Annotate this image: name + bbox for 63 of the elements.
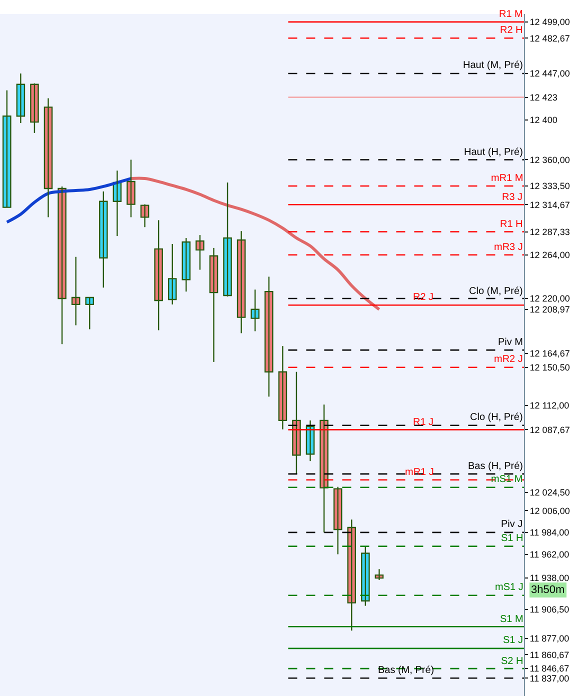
y-tick-label: 12 287,33 xyxy=(530,226,570,237)
y-tick-label: 12 482,67 xyxy=(530,33,570,44)
ref-line-label: Clo (H, Pré) xyxy=(470,412,523,423)
y-tick-label: 12 112,00 xyxy=(530,400,570,411)
ref-line-label: R1 J xyxy=(413,417,434,428)
ref-line-label: S1 M xyxy=(500,614,524,625)
ref-line-label: Haut (M, Pré) xyxy=(463,60,524,71)
y-tick-label: 12 024,50 xyxy=(530,487,570,498)
ref-line-label: mR1 J xyxy=(405,467,434,478)
candlestick xyxy=(126,159,136,218)
y-tick-label: 12 499,00 xyxy=(530,17,570,28)
ref-line-label: R2 H xyxy=(500,25,523,36)
ref-line-label: R3 J xyxy=(502,192,523,203)
candlestick xyxy=(196,234,204,270)
candlestick xyxy=(168,243,177,306)
ref-line-label: S2 H xyxy=(501,656,524,667)
candlestick xyxy=(2,90,12,208)
y-tick-label: 11 877,00 xyxy=(530,634,570,644)
y-tick-label: 12 423 xyxy=(530,92,558,102)
ref-line-label: R1 H xyxy=(500,219,523,230)
y-tick-label: 11 860,67 xyxy=(530,650,570,660)
y-tick-label: 12 314,67 xyxy=(530,200,570,210)
ref-line-label: mS1 M xyxy=(491,474,523,485)
candlestick xyxy=(223,182,232,298)
ref-line-label: Piv M xyxy=(498,337,523,348)
y-tick-label: 12 400 xyxy=(530,115,558,126)
y-tick-label: 12 164,67 xyxy=(530,348,570,358)
y-tick-label: 12 006,00 xyxy=(530,506,570,516)
y-tick-label: 12 333,50 xyxy=(530,181,570,192)
y-tick-label: 11 938,00 xyxy=(530,573,570,584)
candlestick xyxy=(85,296,94,330)
text: 3h50m xyxy=(531,584,565,596)
ref-line-label: Piv J xyxy=(501,519,523,530)
candlestick xyxy=(30,82,39,134)
y-tick-label: 12 208,97 xyxy=(530,304,570,315)
candlestick xyxy=(250,288,260,332)
ref-line-label: Clo (M, Pré) xyxy=(469,286,523,297)
ref-line-label: S1 H xyxy=(501,533,524,544)
y-tick-label: 11 906,50 xyxy=(530,604,570,614)
ref-line-label: S1 J xyxy=(503,635,524,646)
ref-line-label: mR2 J xyxy=(494,354,523,365)
line-series xyxy=(130,176,381,311)
ref-line-label: Bas (M, Pré) xyxy=(378,665,434,676)
y-tick-label: 12 220,00 xyxy=(530,294,570,304)
y-tick-label: 11 962,00 xyxy=(530,549,570,560)
ref-line-label: Bas (H, Pré) xyxy=(468,461,524,472)
candlestick xyxy=(154,220,163,331)
ref-line-label: Haut (H, Pré) xyxy=(464,147,523,158)
candlestick xyxy=(99,190,108,288)
y-tick-label: 12 264,00 xyxy=(530,250,570,260)
candlestick xyxy=(264,276,274,398)
ref-line-label: mR1 M xyxy=(491,173,524,184)
y-tick-label: 12 360,00 xyxy=(530,154,570,165)
y-tick-label: 12 150,50 xyxy=(530,362,570,373)
y-tick-label: 12 087,67 xyxy=(530,424,570,435)
y-tick-label: 11 837,00 xyxy=(530,673,570,684)
ref-line-label: mS1 J xyxy=(495,582,524,593)
y-tick-label: 11 984,00 xyxy=(530,528,570,538)
y-tick-label: 11 846,67 xyxy=(530,664,570,674)
y-tick-label: 12 447,00 xyxy=(530,68,570,79)
ref-line-label: mR3 J xyxy=(494,242,523,253)
ref-line-label: R1 M xyxy=(499,9,523,20)
line-series xyxy=(5,177,132,224)
